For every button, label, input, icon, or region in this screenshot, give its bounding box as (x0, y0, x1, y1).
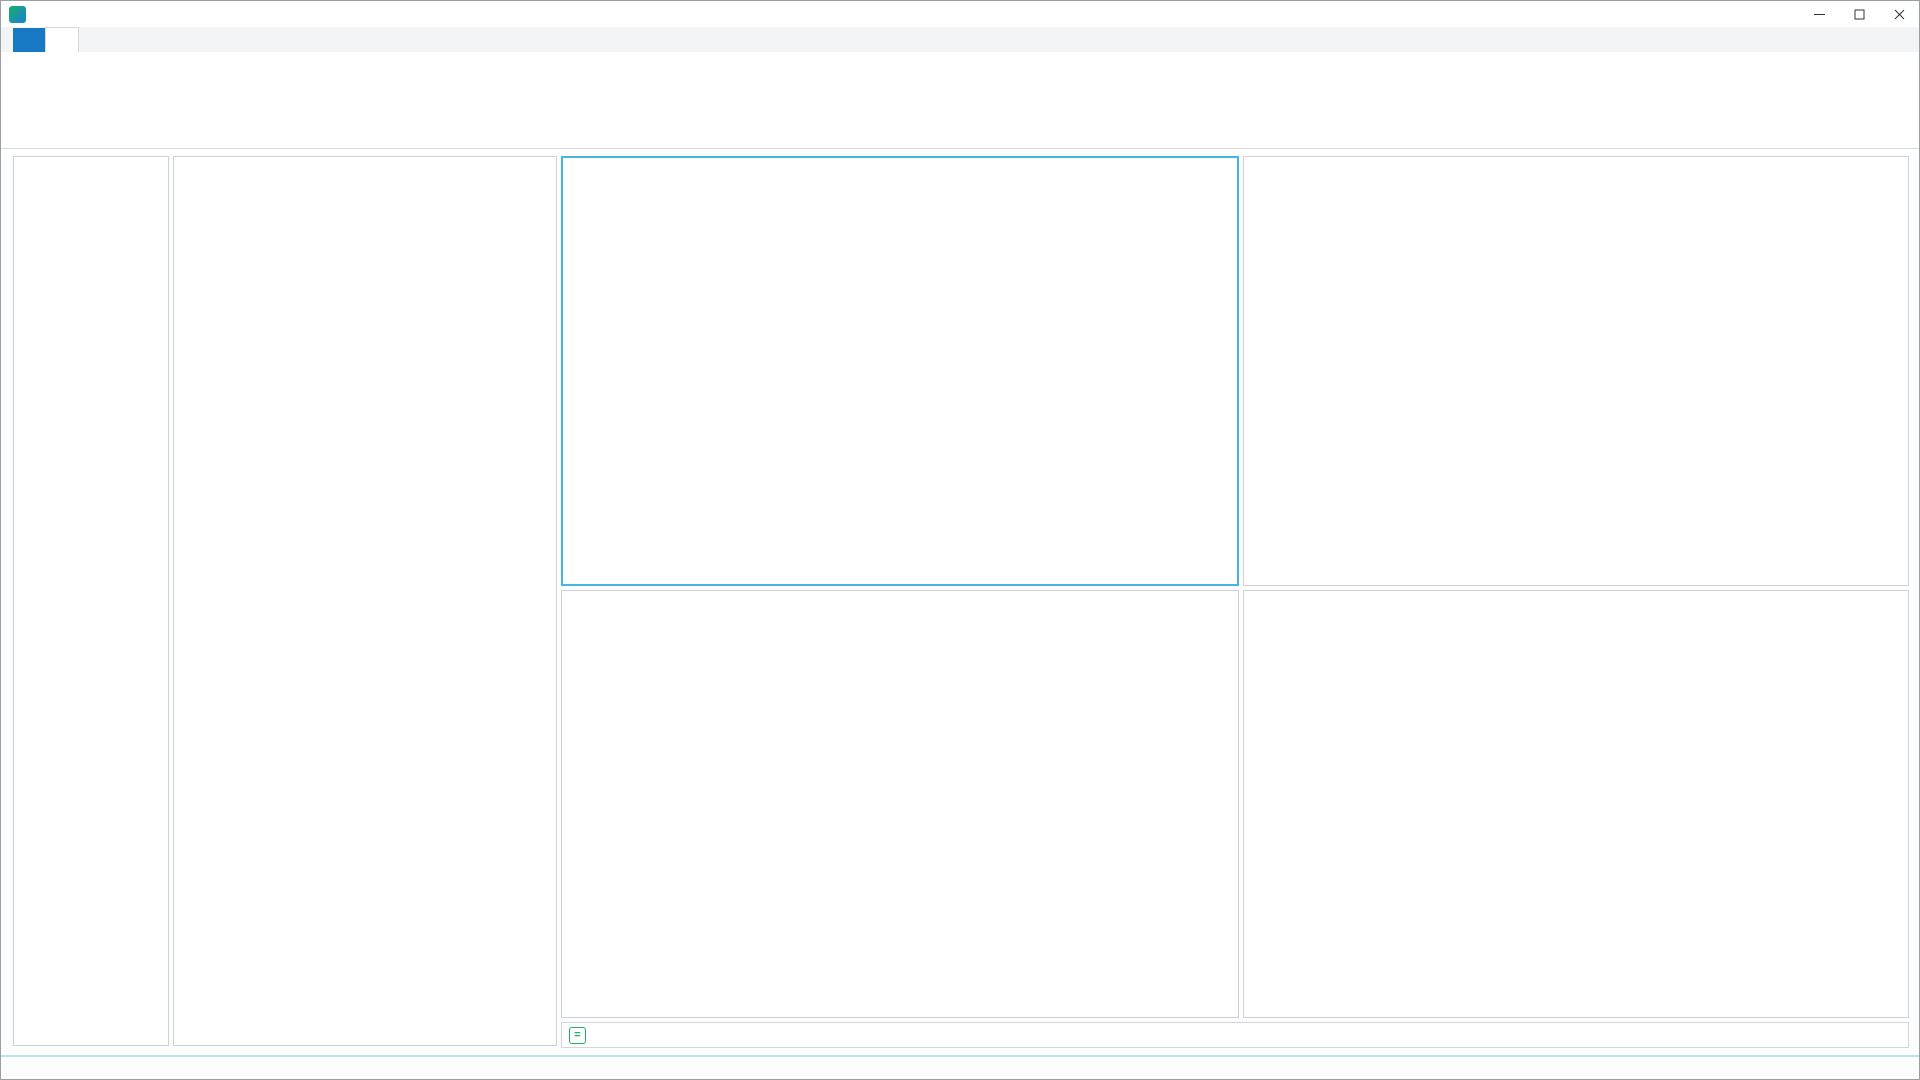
tab-file[interactable] (13, 28, 45, 52)
ribbon (1, 52, 1919, 149)
status-bar: = (561, 1022, 1909, 1048)
ribbon-tab-strip (1, 27, 1919, 52)
title-bar (1, 1, 1919, 27)
main-content: = (1, 153, 1919, 1079)
minimize-button[interactable] (1799, 1, 1839, 27)
graphics-2-panel (1243, 156, 1909, 586)
graphics-3-panel (561, 590, 1239, 1018)
close-button[interactable] (1879, 1, 1919, 27)
app-logo-icon (9, 5, 26, 23)
maximize-button[interactable] (1839, 1, 1879, 27)
graphics-1-panel (561, 156, 1239, 586)
status-icon: = (569, 1026, 586, 1044)
menu-panel (13, 156, 169, 1046)
results-panel (173, 156, 557, 1046)
tab-home[interactable] (45, 27, 79, 52)
graphics-4-panel (1243, 590, 1909, 1018)
bottom-accent-line (1, 1055, 1919, 1057)
